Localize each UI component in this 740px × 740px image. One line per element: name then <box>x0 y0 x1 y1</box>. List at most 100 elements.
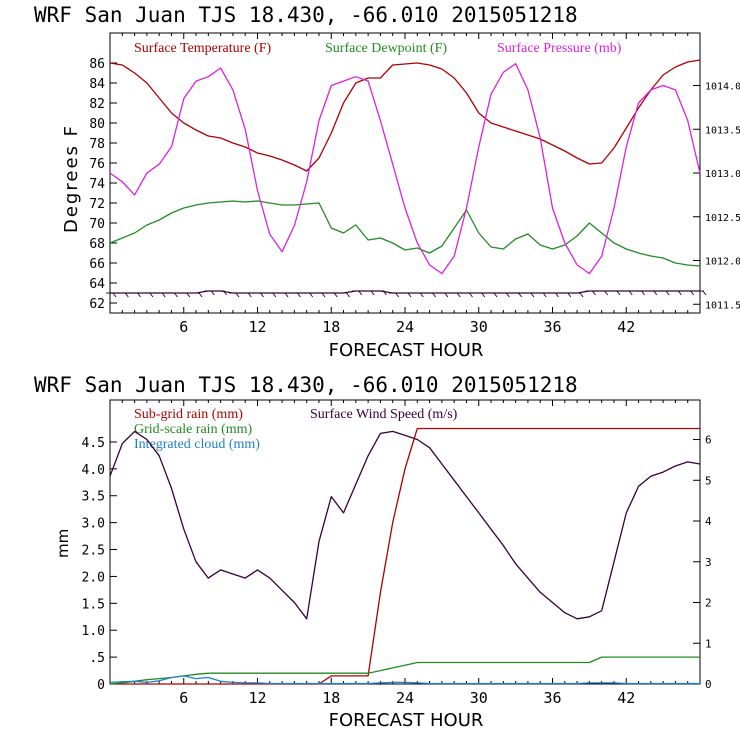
series-line-grid-scale-rain <box>109 656 700 685</box>
wind-barb-flag <box>284 292 289 298</box>
y-tick-label: 2.5 <box>82 544 105 559</box>
wind-barb-flag <box>579 292 584 298</box>
y-tick-label: 2.0 <box>82 570 105 585</box>
series-line-surface-wind-speed <box>109 430 701 620</box>
wind-barb-flag <box>530 292 535 298</box>
plot-frame <box>109 32 701 314</box>
x-tick-label: 36 <box>543 318 561 336</box>
y2-tick-label: 1012.5 <box>705 213 740 224</box>
x-tick-label: 30 <box>470 318 488 336</box>
x-tick-label: 42 <box>617 318 635 336</box>
x-tick-label: 6 <box>179 318 188 336</box>
wind-barb-flag <box>432 292 436 298</box>
y2-tick-label: 4 <box>705 515 712 528</box>
wind-barb-flag <box>678 290 682 296</box>
bottom-chart-xlabel: FORECAST HOUR <box>329 710 484 731</box>
wind-barb-flag <box>235 292 240 298</box>
x-tick-label: 12 <box>248 689 266 707</box>
wind-barb-flag <box>346 292 350 298</box>
wind-barb-flag <box>260 292 264 298</box>
wind-barb-flag <box>161 292 166 298</box>
wind-barb-flag <box>505 292 510 298</box>
y2-tick-label: 1011.5 <box>705 300 740 311</box>
y2-tick-label: 1012.0 <box>705 257 740 268</box>
wind-barb-flag <box>186 292 191 298</box>
y-tick-label: 3.5 <box>82 490 105 505</box>
y2-tick-label: 1014.0 <box>705 82 740 93</box>
legend-wind-speed: Surface Wind Speed (m/s) <box>310 407 458 422</box>
y-tick-label: 4.5 <box>82 436 105 451</box>
x-tick-label: 18 <box>322 318 340 336</box>
wind-barb-flag <box>665 290 670 296</box>
wind-barb-flag <box>628 290 633 296</box>
wind-barb-flag <box>321 292 326 298</box>
wind-barb-flag <box>370 290 375 296</box>
wind-barb-flag <box>419 292 424 298</box>
wind-barb-flag <box>604 290 609 296</box>
y-tick-label: 76 <box>89 157 105 172</box>
y-tick-label: 74 <box>89 177 105 192</box>
y-tick-label: 4.0 <box>82 463 105 478</box>
wind-barb-flag <box>653 290 658 296</box>
wind-barb-flag <box>555 292 559 298</box>
wind-barb-flag <box>456 292 461 298</box>
y-tick-label: 86 <box>89 57 105 72</box>
y-tick-label: 66 <box>89 257 105 272</box>
y2-tick-label: 1 <box>705 637 712 650</box>
wind-barb-flag <box>112 292 117 298</box>
y2-tick-label: 0 <box>705 678 712 691</box>
legend-gridscale-rain: Grid-scale rain (mm) <box>134 422 253 437</box>
wind-barb-flag <box>641 290 645 296</box>
y-tick-label: 70 <box>89 217 105 232</box>
wind-barb-flag <box>395 292 400 298</box>
series-line-integrated-cloud <box>109 675 700 685</box>
y-tick-label: 82 <box>89 97 105 112</box>
y2-tick-label: 6 <box>705 434 712 447</box>
wind-barb-flag <box>309 292 314 298</box>
y2-tick-label: 3 <box>705 556 712 569</box>
wind-barb-flag <box>272 292 277 298</box>
wind-barb-flag <box>702 290 707 296</box>
wind-barb-flag <box>223 290 228 296</box>
wind-barb-flag <box>469 292 473 298</box>
wind-barb-flag <box>296 292 301 298</box>
wind-barb-flag <box>124 292 129 298</box>
bottom-chart-title: WRF San Juan TJS 18.430, -66.010 2015051… <box>34 373 578 397</box>
wind-barb-flag <box>247 292 252 298</box>
y-tick-label: 84 <box>89 77 105 92</box>
y-tick-label: 68 <box>89 237 105 252</box>
top-chart-title: WRF San Juan TJS 18.430, -66.010 2015051… <box>34 3 578 27</box>
top-chart-xlabel: FORECAST HOUR <box>329 340 484 361</box>
y2-tick-label: 1013.0 <box>705 169 740 180</box>
x-tick-label: 6 <box>179 689 188 707</box>
wind-barb-flag <box>616 290 621 296</box>
y-tick-label: 78 <box>89 137 105 152</box>
y2-tick-label: 5 <box>705 474 712 487</box>
wind-barb-flag <box>210 290 215 296</box>
legend-pressure: Surface Pressure (mb) <box>497 41 622 56</box>
wind-barb-flag <box>407 292 412 298</box>
y-tick-label: 72 <box>89 197 105 212</box>
wind-barb-flag <box>493 292 498 298</box>
wind-barb-flag <box>383 290 387 296</box>
x-tick-label: 30 <box>470 689 488 707</box>
y-tick-label: 1.0 <box>82 624 105 639</box>
y2-tick-label: 2 <box>705 597 712 610</box>
x-tick-label: 42 <box>617 689 635 707</box>
wind-barb-flag <box>518 292 523 298</box>
legend-integrated-cloud: Integrated cloud (mm) <box>134 437 260 452</box>
wind-barb-flag <box>174 292 178 298</box>
series-line-surface-dewpoint <box>109 200 701 267</box>
wind-barb-flag <box>591 290 596 296</box>
wind-barb-flag <box>567 292 572 298</box>
legend-temperature: Surface Temperature (F) <box>134 41 271 56</box>
legend-subgrid-rain: Sub-grid rain (mm) <box>134 407 243 422</box>
x-tick-label: 12 <box>248 318 266 336</box>
x-tick-label: 24 <box>396 689 414 707</box>
y-tick-label: 3.0 <box>82 517 105 532</box>
y-tick-label: 1.5 <box>82 597 105 612</box>
wind-barb-flag <box>198 292 203 298</box>
x-tick-label: 18 <box>322 689 340 707</box>
series-line-surface-pressure <box>109 62 701 275</box>
